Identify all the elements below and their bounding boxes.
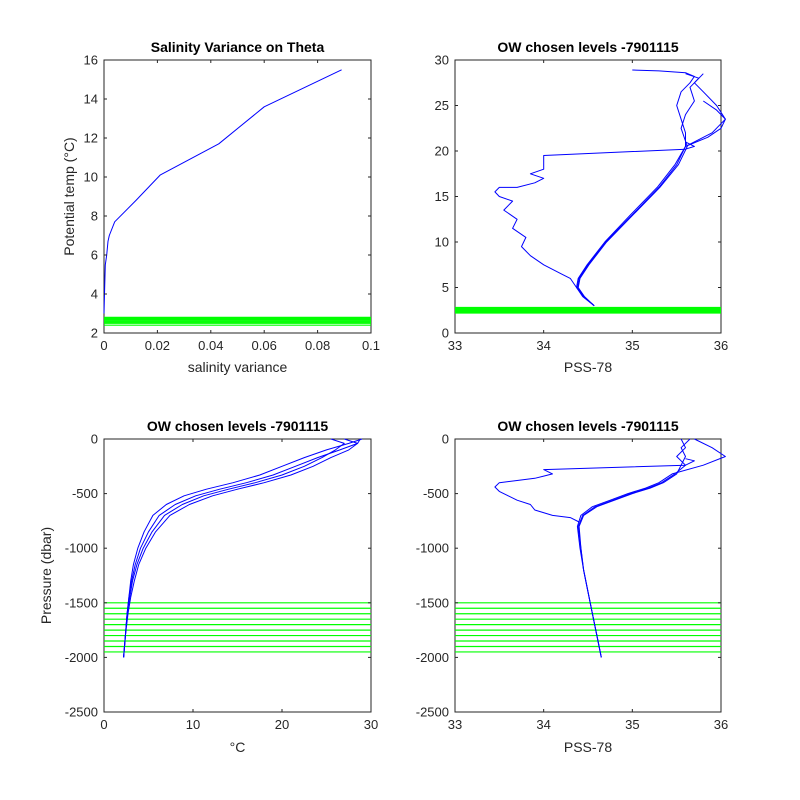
panel-3-title: OW chosen levels -7901115 [497, 418, 679, 434]
panel-3-xlabel: PSS-78 [564, 739, 612, 755]
x-tick-label: 0.02 [145, 338, 170, 353]
y-tick-label: 0 [442, 326, 449, 341]
y-tick-label: 16 [84, 53, 98, 68]
panel-salinity-variance: Salinity Variance on Theta 0 0.02 0.04 0.06… [61, 39, 380, 375]
x-tick-label: 0.1 [362, 338, 380, 353]
series-line-4 [685, 100, 726, 147]
x-tick-label: 0.04 [198, 338, 223, 353]
series-line-0 [103, 69, 342, 314]
panel-2-plot-area [104, 438, 371, 658]
panel-2-ticks: 0 10 20 30 -2500 -2000 -1500 -1000 -500 0 [65, 432, 378, 733]
x-tick-label: 0.08 [305, 338, 330, 353]
series-line-1 [123, 438, 361, 658]
y-tick-label: 2 [91, 326, 98, 341]
y-tick-label: 0 [442, 432, 449, 447]
y-tick-label: -1500 [416, 595, 449, 610]
panel-2-axes [103, 438, 372, 713]
y-tick-label: -2000 [416, 650, 449, 665]
y-tick-label: 6 [91, 248, 98, 263]
y-tick-label: 10 [435, 235, 449, 250]
panel-0-ylabel: Potential temp (°C) [61, 137, 77, 255]
x-tick-label: 10 [186, 717, 200, 732]
x-tick-label: 30 [364, 717, 378, 732]
series-line-3 [494, 458, 695, 523]
x-tick-label: 36 [714, 338, 728, 353]
panel-0-xlabel: salinity variance [188, 359, 288, 375]
panel-1-plot-area [455, 69, 726, 314]
y-tick-label: 30 [435, 53, 449, 68]
y-tick-label: -2500 [65, 705, 98, 720]
y-tick-label: -500 [423, 486, 449, 501]
series-line-2 [577, 438, 686, 658]
y-tick-label: 10 [84, 170, 98, 185]
panel-3-axes [454, 438, 722, 713]
series-line-2 [123, 438, 345, 658]
panel-0-axes [103, 59, 372, 334]
y-tick-label: 8 [91, 209, 98, 224]
x-tick-label: 34 [536, 338, 550, 353]
panel-2-title: OW chosen levels -7901115 [147, 418, 329, 434]
x-tick-label: 0.06 [252, 338, 277, 353]
y-tick-label: -1000 [416, 541, 449, 556]
y-tick-label: 4 [91, 287, 98, 302]
y-tick-label: 0 [91, 432, 98, 447]
series-line-3 [123, 438, 359, 658]
y-tick-label: -2500 [416, 705, 449, 720]
panel-salinity-theta: OW chosen levels -7901115 33 34 35 36 0 5 10 15… [435, 39, 729, 375]
x-tick-label: 33 [448, 717, 462, 732]
panel-1-axes [454, 59, 722, 334]
series-line-2 [577, 73, 704, 307]
y-tick-label: 5 [442, 280, 449, 295]
y-tick-label: -1500 [65, 595, 98, 610]
y-tick-label: -1000 [65, 541, 98, 556]
y-tick-label: -500 [72, 486, 98, 501]
x-tick-label: 35 [625, 717, 639, 732]
y-tick-label: 25 [435, 98, 449, 113]
x-tick-label: 35 [625, 338, 639, 353]
panel-2-xlabel: °C [230, 739, 246, 755]
panel-0-plot-area [103, 69, 371, 326]
panel-3-plot-area [455, 438, 726, 658]
panel-1-title: OW chosen levels -7901115 [497, 39, 679, 55]
x-tick-label: 20 [275, 717, 289, 732]
x-tick-label: 34 [536, 717, 550, 732]
panel-3-ticks: 33 34 35 36 -2500 -2000 -1500 -1000 -500 0 [416, 432, 728, 733]
panel-0-title: Salinity Variance on Theta [151, 39, 325, 55]
x-tick-label: 33 [448, 338, 462, 353]
y-tick-label: 15 [435, 189, 449, 204]
y-tick-label: 12 [84, 131, 98, 146]
x-tick-label: 0 [100, 717, 107, 732]
y-tick-label: 14 [84, 92, 98, 107]
panel-1-ticks: 33 34 35 36 0 5 10 15 20 25 30 [435, 53, 729, 354]
panel-0-ticks: 0 0.02 0.04 0.06 0.08 0.1 2 4 6 8 10 12 14 16 [84, 53, 381, 354]
panel-salinity-pressure: OW chosen levels -7901115 33 34 35 36 -2500 -… [416, 418, 728, 755]
panel-temperature-pressure: OW chosen levels -7901115 0 10 20 30 -2500 -2… [38, 418, 378, 755]
panel-2-ylabel: Pressure (dbar) [38, 527, 54, 624]
panel-1-xlabel: PSS-78 [564, 359, 612, 375]
x-tick-label: 36 [714, 717, 728, 732]
x-tick-label: 0 [100, 338, 107, 353]
series-line-3 [494, 141, 695, 307]
series-line-1 [576, 73, 726, 307]
y-tick-label: -2000 [65, 650, 98, 665]
y-tick-label: 20 [435, 144, 449, 159]
